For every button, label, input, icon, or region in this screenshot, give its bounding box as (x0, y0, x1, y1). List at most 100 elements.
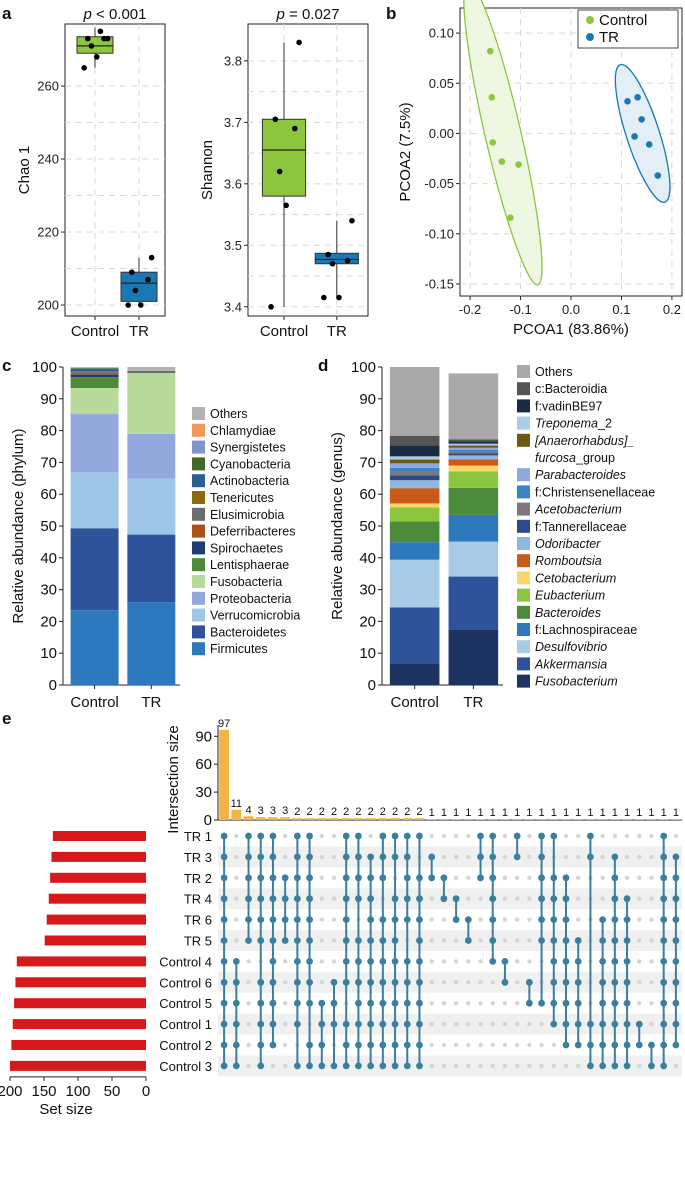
matrix-dot-filled (293, 937, 301, 944)
matrix-dot-empty (319, 896, 324, 901)
legend-label-italic: Romboutsia (535, 554, 602, 568)
stack-segment-fusobacterium (448, 629, 499, 685)
data-point (81, 65, 87, 71)
matrix-dot-filled (599, 1041, 607, 1049)
y-tick-label: 90 (40, 391, 57, 408)
stack-segment-desulfovibrio (389, 559, 440, 608)
intersection-bar-label: 1 (624, 807, 630, 819)
stack-segment-parabacteroides (389, 463, 440, 468)
matrix-dot-empty (551, 1042, 556, 1048)
matrix-dot-filled (587, 1041, 594, 1049)
stack-segment-acetobacterium (389, 470, 440, 476)
matrix-dot-filled (403, 999, 411, 1007)
y-tick-label: 60 (359, 486, 376, 503)
matrix-dot-filled (232, 978, 240, 986)
stack-segment-bacteroidetes (70, 528, 119, 611)
matrix-dot-empty (441, 980, 447, 985)
legend-marker-tr (586, 33, 594, 41)
intersection-bar-label: 4 (245, 804, 251, 816)
shannon-boxplot: 3.4 3.5 3.6 3.7 3.8 Control TR Shannon p = 0.027 (199, 6, 369, 340)
matrix-dot-filled (245, 874, 252, 882)
y-tick-label: 70 (359, 454, 376, 471)
matrix-dot-filled (562, 978, 570, 986)
point-tr (654, 172, 662, 179)
matrix-dot-filled (623, 978, 631, 986)
legend-swatch-cetobacterium (517, 571, 530, 585)
set-size-bar (10, 1060, 146, 1071)
matrix-dot-empty (649, 875, 654, 880)
legend-label: furcosa_group (535, 451, 615, 465)
matrix-dot-filled (611, 958, 619, 965)
matrix-dot-empty (429, 1042, 434, 1048)
matrix-dot-empty (234, 875, 239, 880)
matrix-dot-filled (293, 874, 301, 882)
matrix-dot-empty (600, 896, 605, 901)
matrix-dot-filled (342, 958, 350, 965)
matrix-dot-empty (502, 896, 508, 901)
legend-label-deferribacteres: Deferribacteres (210, 525, 295, 539)
matrix-dot-filled (623, 958, 631, 965)
matrix-dot-filled (257, 916, 265, 923)
stack-segment-firmicutes (70, 610, 119, 685)
matrix-dot-filled (330, 999, 338, 1007)
matrix-dot-filled (648, 1041, 655, 1049)
matrix-dot-empty (429, 833, 434, 839)
intersection-bar (280, 817, 291, 820)
matrix-dot-filled (391, 958, 399, 965)
phylum-stacked-bar: 0 10 20 30 40 50 60 70 80 90 100 Relative abundance… (10, 359, 300, 711)
matrix-dot-empty (502, 1001, 508, 1006)
intersection-bar (524, 819, 535, 820)
matrix-dot-empty (453, 1063, 459, 1069)
point-tr (634, 94, 641, 101)
stack-segment-tenericutes (70, 371, 119, 373)
stack-segment-others (448, 373, 499, 440)
set-size-bar (44, 935, 146, 946)
matrix-dot-filled (574, 937, 582, 944)
data-point (125, 302, 131, 308)
matrix-dot-filled (635, 1020, 643, 1028)
matrix-dot-empty (234, 854, 239, 860)
set-label-control-4: Control 4 (159, 954, 212, 969)
intersection-bar-label: 97 (218, 718, 230, 730)
matrix-dot-filled (672, 1041, 680, 1049)
intersection-bar-label: 2 (307, 806, 313, 818)
set-size-tick-label: 200 (0, 1083, 23, 1100)
matrix-dot-filled (403, 874, 411, 882)
legend-label-proteobacteria: Proteobacteria (210, 592, 291, 606)
matrix-dot-empty (246, 959, 251, 964)
matrix-dot-filled (306, 874, 313, 882)
matrix-dot-filled (489, 937, 497, 944)
stack-segment-eubacterium (448, 471, 499, 488)
matrix-dot-filled (379, 1020, 387, 1028)
matrix-dot-empty (637, 854, 642, 860)
matrix-dot-filled (538, 999, 545, 1007)
matrix-dot-filled (513, 832, 521, 840)
matrix-dot-filled (672, 999, 680, 1007)
y-tick-label: 100 (351, 359, 376, 376)
stack-segment-acetobacterium (448, 451, 499, 454)
data-point (145, 276, 151, 283)
matrix-dot-filled (220, 999, 228, 1007)
matrix-dot-empty (270, 1063, 276, 1069)
matrix-dot-empty (649, 917, 654, 922)
matrix-dot-empty (576, 854, 581, 860)
intersection-bar-label: 1 (636, 807, 642, 819)
matrix-dot-empty (490, 1063, 495, 1069)
matrix-dot-filled (391, 1020, 399, 1028)
matrix-dot-empty (429, 959, 434, 964)
y-tick-label: 80 (40, 423, 57, 440)
legend-label-suffix: _group (575, 451, 615, 465)
matrix-dot-filled (660, 874, 668, 882)
matrix-dot-filled (538, 916, 545, 923)
data-point (268, 303, 274, 310)
matrix-dot-filled (367, 958, 375, 965)
p-value: = 0.027 (285, 6, 340, 23)
matrix-dot-empty (282, 1063, 288, 1069)
matrix-dot-filled (550, 874, 558, 882)
matrix-dot-empty (637, 1001, 642, 1006)
matrix-dot-empty (576, 1063, 581, 1069)
matrix-dot-filled (660, 1062, 668, 1070)
y-tick-label: 100 (32, 359, 57, 376)
